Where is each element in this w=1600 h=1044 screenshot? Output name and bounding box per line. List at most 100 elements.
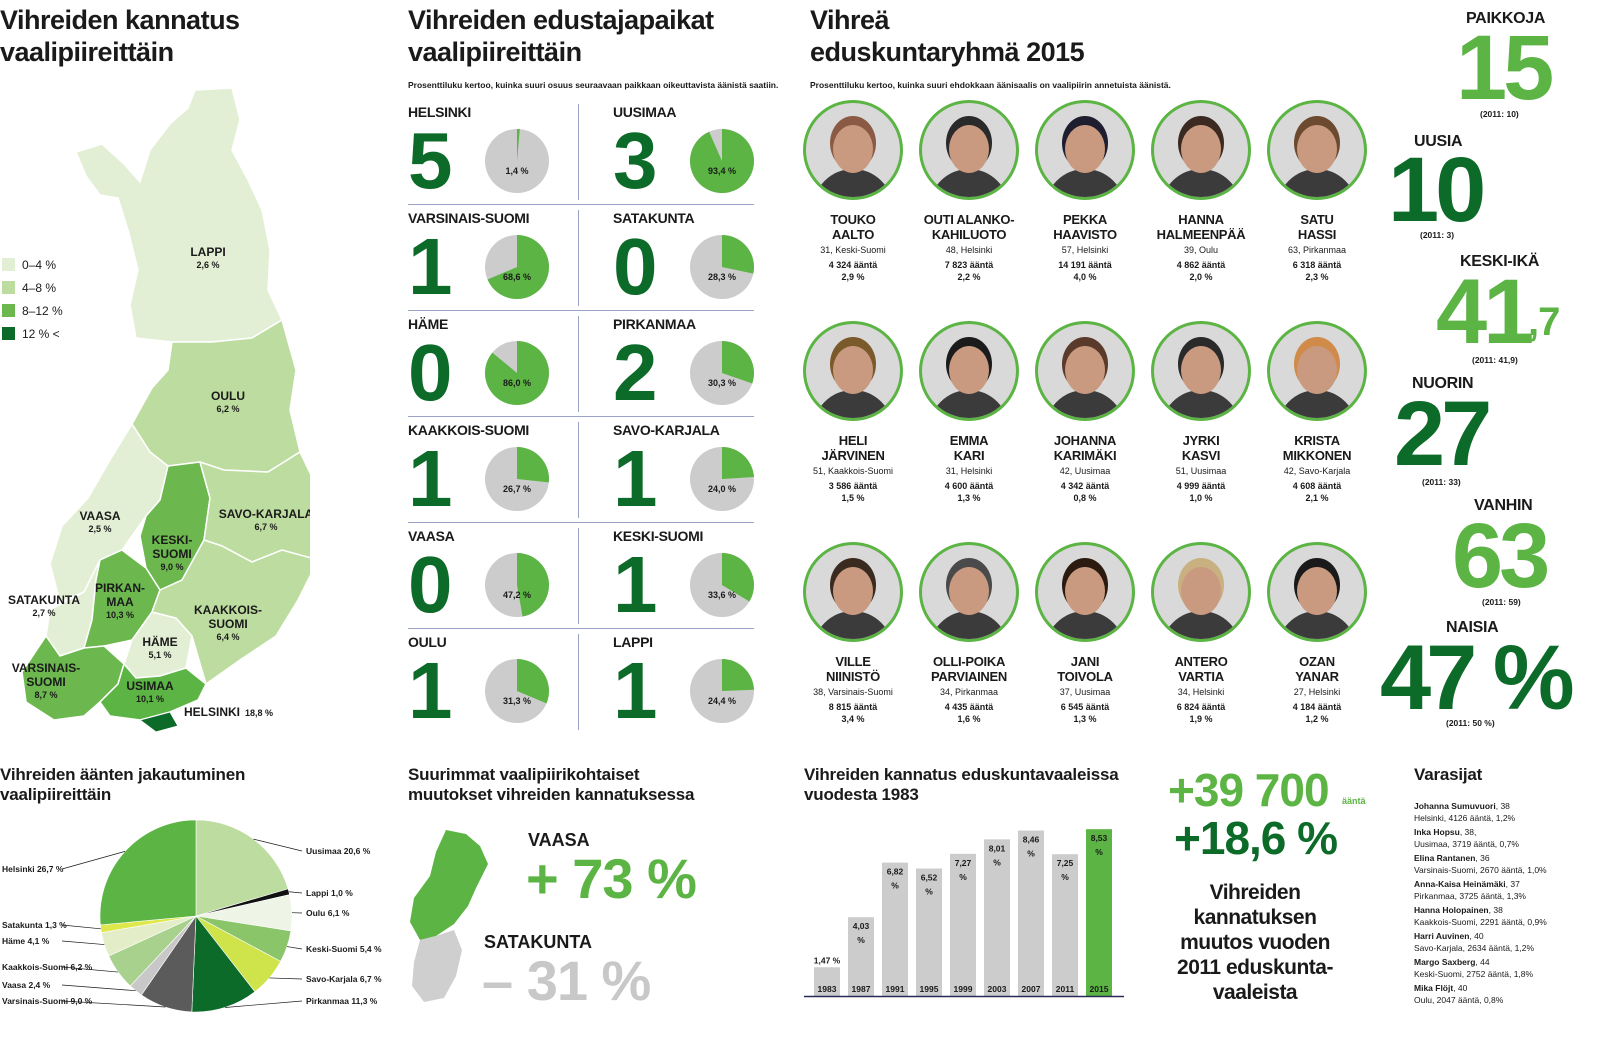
bar-value-unit: % [1095,847,1103,857]
member-name-line: KARI [953,448,985,463]
member-vote-pct: 1,3 % [957,493,981,503]
map-label-helsinki: HELSINKI 18,8 % [184,705,273,719]
seat-district-name: PIRKANMAA [613,316,696,332]
bar [814,967,840,996]
member-name: OZAN YANAR [1259,654,1375,684]
member-vote-pct: 1,5 % [841,493,865,503]
substitute-name: Harri Auvinen [1414,931,1470,941]
member-name-line: HANNA [1178,212,1224,227]
member-card: JOHANNA KARIMÄKI 42, Uusimaa 4 342 ääntä 0,8… [1027,321,1143,504]
member-name-line: YANAR [1295,669,1339,684]
history-bar-chart: 1,47 % 1983 4,03% 1987 6,82% 1991 6,52% 1995 7,2… [804,829,1124,998]
map-label-häme: HÄME 5,1 % [142,634,177,660]
member-name-line: OLLI-POIKA [932,654,1006,669]
member-card: JANI TOIVOLA 37, Uusimaa 6 545 ääntä 1,3 % [1027,542,1143,725]
totals-caption-line: kannatuksen [1193,906,1317,929]
member-photo-head [1297,346,1337,394]
substitute-name-line: Anna-Kaisa Heinämäki, 37 [1414,878,1600,890]
bar-category-label: 2003 [988,984,1007,994]
substitute-name: Inka Hopsu [1414,827,1460,837]
member-name-line: EMMA [949,433,989,448]
member-card: KRISTA MIKKONEN 42, Savo-Karjala 4 608 äänt… [1259,321,1375,504]
map-label-name: SUOMI [26,675,65,689]
substitute-detail: Oulu, 2047 ääntä, 0,8% [1414,995,1504,1005]
stat-keski-ika-value: 41 [1436,261,1534,363]
member-votes: 4 435 ääntä 1,6 % [911,701,1027,725]
member-vote-pct: 1,6 % [957,714,981,724]
substitute-item: Mika Flöjt, 40 Oulu, 2047 ääntä, 0,8% [1414,982,1600,1006]
member-name-line: MIKKONEN [1282,448,1352,463]
distribution-title-line2: vaalipiireittäin [0,785,112,804]
map-label-value: 2,5 % [88,524,111,534]
totals-caption-line: vaaleista [1212,981,1298,1004]
seat-district-name: HELSINKI [408,104,471,120]
member-photo [1151,100,1251,200]
bar-category-label: 1987 [852,984,871,994]
change-vaasa-value: + 73 % [526,847,697,910]
member-vote-count: 4 862 ääntä [1176,260,1226,270]
totals-caption-line: 2011 eduskunta- [1177,956,1333,979]
seat-count: 1 [613,434,658,523]
seats-grid: HELSINKI 5 1,4 % UUSIMAA 3 93,4 % VARSINAIS-SU… [408,104,754,735]
member-vote-pct: 2,3 % [1305,272,1329,282]
seat-count: 3 [613,116,658,205]
map-label-value: 6,7 % [254,522,277,532]
seat-progress-pie: 24,0 % [690,447,754,511]
substitute-detail: Keski-Suomi, 2752 ääntä, 1,8% [1414,969,1534,979]
member-vote-pct: 2,9 % [841,272,865,282]
seat-divider-vertical [578,210,579,306]
member-photo-head [833,125,873,173]
map-label-value: 10,1 % [136,694,164,704]
map-label-name: LAPPI [190,245,225,259]
seat-count: 1 [408,434,453,523]
member-vote-pct: 1,3 % [1073,714,1097,724]
map-label-value: 10,3 % [106,610,134,620]
seat-count: 0 [408,540,453,629]
map-label-name: SATAKUNTA [8,593,80,607]
seat-district-vaasa: VAASA 0 47,2 % [408,528,578,632]
finland-map: LAPPI 2,6 %OULU 6,2 %VAASA 2,5 %KESKI-SUOMI… [8,87,310,733]
seat-district-name: VAASA [408,528,455,544]
change-satakunta-label: SATAKUNTA [484,932,592,952]
bar [984,839,1010,996]
bar-value-unit: % [891,881,899,891]
seat-count: 0 [613,222,658,311]
map-label-pirkanmaa: PIRKAN-MAA 10,3 % [95,581,145,620]
member-name-line: JÄRVINEN [821,448,885,463]
member-name: HANNA HALMEENPÄÄ [1143,212,1259,242]
member-card: JYRKI KASVI 51, Uusimaa 4 999 ääntä 1,0 % [1143,321,1259,504]
map-region-helsinki [138,711,179,733]
stat-nuorin-label: NUORIN [1412,375,1474,392]
stat-nuorin-value: 27 [1394,383,1492,485]
stat-paikkoja-value: 15 [1456,17,1554,119]
stat-naisia-value: 47 % [1380,627,1575,729]
substitute-age: , 37 [1505,879,1520,889]
map-label-oulu: OULU 6,2 % [211,389,245,414]
seat-divider-horizontal [408,416,754,417]
map-label-savo-karjala: SAVO-KARJALA 6,7 % [219,507,310,532]
total-pct-value: +18,6 % [1174,812,1338,864]
map-label-kaakkois-suomi: KAAKKOIS-SUOMI 6,4 % [194,603,262,642]
legend-swatch [2,258,15,271]
pie-leader-line [61,1000,166,1008]
totals-caption: Vihreiden kannatuksen muutos vuoden 2011… [1168,880,1342,1005]
seat-district-lappi: LAPPI 1 24,4 % [613,634,783,738]
member-vote-pct: 1,9 % [1189,714,1213,724]
pie-leader-line [253,838,303,852]
substitute-name: Anna-Kaisa Heinämäki [1414,879,1506,889]
member-vote-pct: 0,8 % [1073,493,1097,503]
stat-vanhin-prev: (2011: 59) [1482,597,1521,607]
map-label-name: USIMAA [126,679,174,693]
member-name-line: KRISTA [1294,433,1340,448]
seat-count: 1 [408,646,453,735]
seat-district-keski-suomi: KESKI-SUOMI 1 33,6 % [613,528,783,632]
pie-slice-label: Pirkanmaa 11,3 % [306,996,378,1006]
seat-district-name: LAPPI [613,634,653,650]
seat-district-name: VARSINAIS-SUOMI [408,210,530,226]
member-photo-torso [1045,390,1125,418]
member-photo [1035,542,1135,642]
seat-count: 1 [613,540,658,629]
stat-paikkoja-label: PAIKKOJA [1466,10,1546,27]
pie-filled-slice [487,235,549,299]
substitute-name: Mika Flöjt [1414,983,1454,993]
